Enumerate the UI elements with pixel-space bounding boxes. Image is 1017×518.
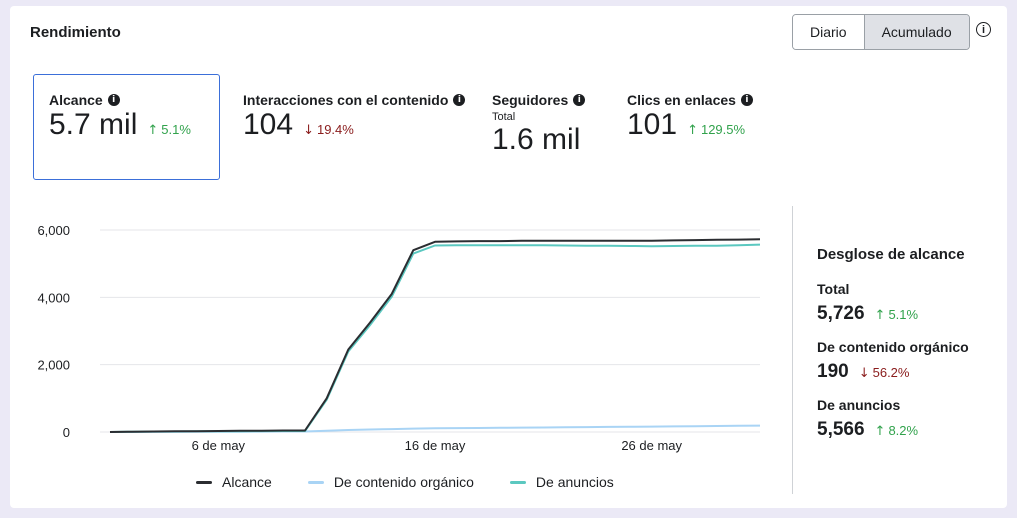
legend-label: De contenido orgánico — [333, 474, 474, 490]
arrow-up-icon: ↑ — [874, 308, 886, 323]
legend-item[interactable]: De contenido orgánico — [307, 474, 474, 490]
metric-followers[interactable]: Seguidores i Total 1.6 mil — [492, 74, 602, 180]
metric-value: 101 — [627, 108, 678, 141]
breakdown-title: Desglose de alcance — [817, 246, 965, 263]
series-line-ads[interactable] — [109, 243, 761, 433]
metric-reach[interactable]: Alcance i 5.7 mil ↑ 5.1% — [33, 74, 220, 180]
metric-link-clicks[interactable]: Clics en enlaces i 101 ↑ 129.5% — [627, 74, 777, 180]
metric-delta: ↓ 19.4% — [303, 122, 354, 138]
breakdown-value: 5,566 — [817, 419, 865, 440]
divider — [792, 206, 793, 494]
reach-line-chart[interactable]: 0 2,000 4,000 6,000 6 de may 16 de may 26 de m… — [10, 6, 790, 466]
section-title: Rendimiento — [30, 24, 121, 41]
toggle-daily-button[interactable]: Diario — [793, 15, 864, 49]
metric-value: 1.6 mil — [492, 123, 581, 156]
metric-label: Interacciones con el contenido — [243, 92, 449, 108]
arrow-down-icon: ↓ — [303, 123, 314, 138]
breakdown-item-ads: De anuncios 5,566 ↑ 8.2% — [817, 397, 969, 441]
metric-label: Clics en enlaces — [627, 92, 736, 108]
x-tick-label: 26 de may — [621, 438, 682, 453]
arrow-down-icon: ↓ — [858, 366, 870, 381]
breakdown-delta: ↓ 56.2% — [858, 365, 910, 381]
breakdown-item-organic: De contenido orgánico 190 ↓ 56.2% — [817, 339, 969, 383]
legend-item[interactable]: Alcance — [196, 474, 272, 490]
breakdown-delta: ↑ 8.2% — [874, 423, 919, 439]
y-tick-label: 0 — [63, 425, 70, 440]
arrow-up-icon: ↑ — [874, 424, 886, 439]
arrow-up-icon: ↑ — [147, 123, 159, 138]
legend-swatch — [509, 480, 526, 484]
info-icon[interactable]: i — [976, 22, 991, 37]
series-line-reach[interactable] — [109, 238, 761, 433]
legend-swatch — [307, 480, 324, 484]
breakdown-value: 190 — [817, 361, 849, 382]
breakdown-value: 5,726 — [817, 303, 865, 324]
metric-sublabel: Total — [492, 111, 516, 123]
x-tick-label: 6 de may — [192, 438, 246, 453]
info-icon[interactable]: i — [740, 94, 753, 106]
chart-legend: Alcance De contenido orgánico De anuncio… — [196, 474, 614, 490]
metric-delta: ↑ 129.5% — [687, 122, 746, 138]
legend-label: Alcance — [222, 474, 272, 490]
metric-label: Seguidores — [492, 92, 569, 108]
performance-card: Rendimiento Diario Acumulado i Alcance i … — [10, 6, 1007, 508]
reach-breakdown: Desglose de alcance Total 5,726 ↑ 5.1% De… — [817, 246, 969, 455]
y-tick-label: 6,000 — [37, 223, 70, 238]
metric-label: Alcance — [49, 92, 103, 108]
toggle-cumulative-button[interactable]: Acumulado — [863, 15, 969, 49]
y-tick-label: 2,000 — [37, 358, 70, 373]
info-icon[interactable]: i — [453, 94, 466, 106]
info-icon[interactable]: i — [573, 94, 586, 106]
info-icon[interactable]: i — [107, 94, 120, 106]
y-tick-label: 4,000 — [37, 290, 70, 305]
arrow-up-icon: ↑ — [687, 123, 698, 138]
breakdown-label: De contenido orgánico — [817, 339, 969, 355]
breakdown-item-total: Total 5,726 ↑ 5.1% — [817, 281, 969, 325]
metric-delta: ↑ 5.1% — [147, 122, 191, 138]
metric-value: 104 — [243, 108, 294, 141]
view-toggle: Diario Acumulado — [792, 14, 970, 50]
legend-swatch — [196, 480, 212, 484]
legend-item[interactable]: De anuncios — [509, 474, 614, 490]
breakdown-delta: ↑ 5.1% — [874, 307, 919, 323]
breakdown-label: Total — [817, 281, 850, 297]
x-tick-label: 16 de may — [405, 438, 466, 453]
metric-interactions[interactable]: Interacciones con el contenido i 104 ↓ 19.… — [243, 74, 473, 180]
metric-value: 5.7 mil — [49, 108, 138, 141]
breakdown-label: De anuncios — [817, 397, 901, 413]
legend-label: De anuncios — [535, 474, 614, 490]
